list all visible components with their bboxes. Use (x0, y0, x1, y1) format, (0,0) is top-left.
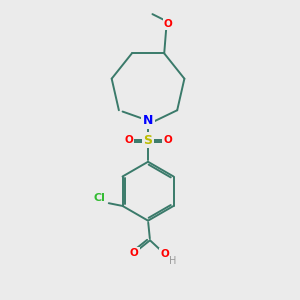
Text: N: N (143, 114, 153, 127)
Text: O: O (130, 248, 139, 258)
Text: Cl: Cl (93, 193, 105, 203)
Text: O: O (164, 19, 172, 29)
Text: H: H (169, 256, 176, 266)
Text: O: O (124, 135, 133, 145)
Text: O: O (160, 249, 169, 259)
Text: O: O (163, 135, 172, 145)
Text: S: S (143, 134, 152, 147)
